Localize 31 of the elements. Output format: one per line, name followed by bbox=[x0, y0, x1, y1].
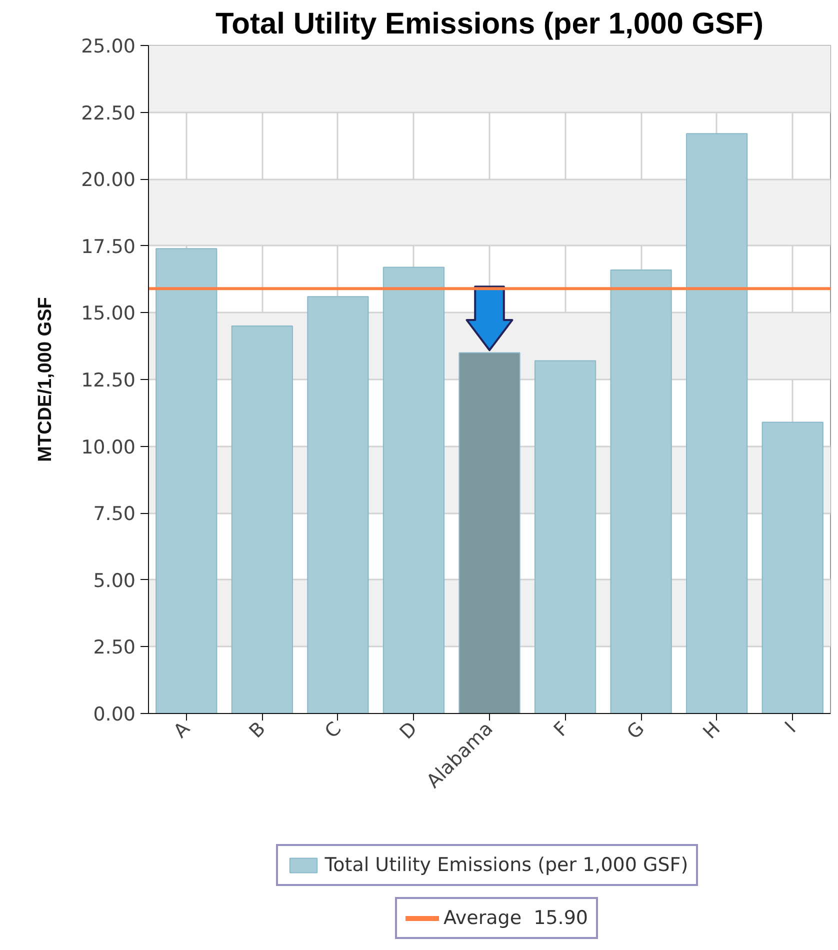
x-tick-label: C bbox=[320, 718, 346, 743]
x-tick-label: F bbox=[550, 718, 574, 742]
bar bbox=[534, 360, 596, 714]
x-tick-label: B bbox=[245, 718, 270, 742]
y-tick-label: 20.00 bbox=[81, 169, 136, 192]
y-tick-label: 7.50 bbox=[93, 503, 136, 526]
bar bbox=[156, 248, 218, 714]
y-tick-label: 17.50 bbox=[81, 236, 136, 258]
x-tick-label: G bbox=[622, 718, 649, 744]
y-tick-label: 2.50 bbox=[93, 636, 136, 659]
x-tick-label: I bbox=[780, 718, 800, 738]
legend-label: Average 15.90 bbox=[444, 907, 588, 929]
y-tick-label: 22.50 bbox=[81, 102, 136, 124]
y-tick-label: 15.00 bbox=[81, 302, 136, 325]
y-axis-title: MTCDE/1,000 GSF bbox=[35, 297, 56, 462]
y-tick-label: 12.50 bbox=[81, 370, 136, 392]
y-tick-label: 5.00 bbox=[93, 570, 136, 592]
bar bbox=[231, 326, 293, 714]
bar bbox=[610, 269, 672, 714]
y-tick-label: 0.00 bbox=[93, 704, 136, 726]
x-tick-label: D bbox=[396, 718, 422, 744]
chart-title: Total Utility Emissions (per 1,000 GSF) bbox=[216, 8, 764, 40]
y-tick-label: 10.00 bbox=[81, 436, 136, 458]
legend-label: Total Utility Emissions (per 1,000 GSF) bbox=[324, 854, 688, 876]
bar bbox=[686, 133, 748, 714]
y-tick-label: 25.00 bbox=[81, 36, 136, 58]
bar bbox=[307, 296, 369, 714]
bar bbox=[762, 422, 824, 714]
x-tick-label: A bbox=[169, 718, 194, 742]
bar bbox=[382, 266, 445, 714]
x-tick-label: H bbox=[698, 718, 725, 744]
